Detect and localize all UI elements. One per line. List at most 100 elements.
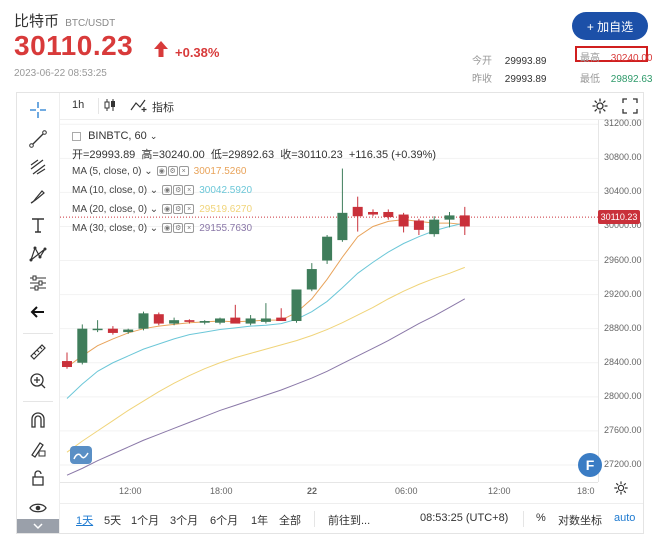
asset-pair: BTC/USDT (65, 18, 116, 29)
tradingview-logo-icon[interactable] (70, 446, 92, 464)
trendline-icon[interactable] (27, 128, 49, 150)
settings-icon[interactable]: ⚙ (173, 185, 184, 196)
lock-icon[interactable] (27, 467, 49, 489)
zoom-in-icon[interactable] (27, 370, 49, 392)
ruler-icon[interactable] (27, 341, 49, 363)
ma-legend-row[interactable]: MA (30, close, 0) ⌄ ◉ ⚙ × 29155.7630 (72, 223, 252, 234)
pattern-icon[interactable] (27, 243, 49, 265)
candle[interactable] (322, 234, 333, 264)
magnet-icon[interactable] (27, 409, 49, 431)
candle[interactable] (62, 352, 72, 369)
candle[interactable] (429, 216, 440, 237)
y-tick-label: 30800.00 (604, 152, 642, 163)
x-tick-label: 06:00 (395, 486, 418, 496)
log-scale-toggle[interactable]: 对数坐标 (558, 515, 602, 527)
stat-high-value: 30240.00 (610, 53, 653, 64)
candle[interactable] (92, 320, 103, 333)
ma-controls: ◉ ⚙ × (162, 185, 195, 196)
ma-controls: ◉ ⚙ × (162, 204, 195, 215)
chevron-down-icon[interactable]: ⌄ (141, 166, 153, 177)
settings-icon[interactable]: ⚙ (173, 204, 184, 215)
add-watchlist-button[interactable]: + 加自选 (572, 12, 648, 40)
legend-symbol: BINBTC, 60 (88, 130, 147, 142)
candle[interactable] (352, 196, 363, 232)
axis-settings-gear-icon[interactable] (613, 480, 629, 501)
candle[interactable] (169, 317, 180, 326)
candle[interactable] (398, 212, 409, 233)
candle-type-icon[interactable] (102, 97, 118, 118)
auto-scale-toggle[interactable]: auto (614, 512, 636, 524)
candle[interactable] (123, 328, 134, 334)
settings-icon[interactable]: ⚙ (173, 223, 184, 234)
close-icon[interactable]: × (178, 166, 189, 177)
settings-gear-icon[interactable] (591, 97, 609, 120)
range-6m[interactable]: 6个月 (210, 515, 239, 527)
chevron-down-icon[interactable]: ⌄ (147, 204, 159, 215)
fullscreen-icon[interactable] (621, 97, 639, 120)
ma-value: 30042.5920 (199, 185, 253, 196)
range-1m[interactable]: 1个月 (131, 515, 160, 527)
eye-icon[interactable]: ◉ (156, 166, 167, 177)
candle[interactable] (138, 311, 149, 331)
lock-drawing-icon[interactable] (27, 438, 49, 460)
candle[interactable] (337, 168, 348, 242)
close-icon[interactable]: × (184, 223, 195, 234)
candle[interactable] (413, 218, 424, 235)
candle[interactable] (368, 209, 378, 217)
ma-controls: ◉ ⚙ × (162, 223, 195, 234)
chevron-down-icon[interactable]: ⌄ (149, 131, 158, 141)
stat-high-label: 最高 (580, 53, 600, 64)
ma-legend-row[interactable]: MA (5, close, 0) ⌄ ◉ ⚙ × 30017.5260 (72, 166, 246, 177)
eye-icon[interactable]: ◉ (162, 223, 173, 234)
indicator-icon[interactable] (130, 97, 148, 118)
ma-legend-row[interactable]: MA (20, close, 0) ⌄ ◉ ⚙ × 29519.6270 (72, 204, 252, 215)
text-icon[interactable] (27, 214, 49, 236)
crosshair-icon[interactable] (27, 99, 49, 121)
back-arrow-icon[interactable] (27, 301, 49, 323)
candle-body (184, 320, 195, 322)
percent-toggle[interactable]: % (536, 512, 546, 524)
candle[interactable] (383, 209, 394, 220)
range-1y[interactable]: 1年 (251, 515, 269, 527)
close-icon[interactable]: × (184, 204, 195, 215)
pitchfork-icon[interactable] (27, 156, 49, 178)
prediction-icon[interactable] (27, 272, 49, 294)
close-icon[interactable]: × (184, 185, 195, 196)
candle[interactable] (291, 289, 302, 323)
candle[interactable] (107, 326, 118, 335)
y-tick-label: 27600.00 (604, 424, 642, 435)
candle[interactable] (153, 312, 164, 326)
chart-container (16, 92, 644, 534)
toolbar-collapse-button[interactable] (17, 519, 59, 533)
candle[interactable] (215, 317, 225, 325)
range-1d[interactable]: 1天 (76, 515, 94, 527)
f-logo-icon[interactable]: F (578, 453, 602, 477)
range-3m[interactable]: 3个月 (170, 515, 199, 527)
candle[interactable] (184, 319, 195, 324)
candle[interactable] (77, 324, 88, 365)
goto-date-button[interactable]: 前往到... (328, 515, 371, 527)
ma-legend-row[interactable]: MA (10, close, 0) ⌄ ◉ ⚙ × 30042.5920 (72, 185, 252, 196)
candle[interactable] (199, 320, 210, 325)
chevron-down-icon[interactable]: ⌄ (147, 185, 159, 196)
candle[interactable] (230, 304, 241, 324)
candle[interactable] (245, 315, 256, 326)
candle[interactable] (459, 206, 470, 235)
eye-icon[interactable]: ◉ (162, 204, 173, 215)
stat-prev-close-label: 昨收 (472, 74, 492, 85)
indicators-button[interactable]: 指标 (152, 102, 174, 114)
eye-icon[interactable]: ◉ (162, 185, 173, 196)
candlestick-plot[interactable] (60, 120, 598, 482)
range-5d[interactable]: 5天 (104, 515, 122, 527)
candle[interactable] (306, 263, 317, 292)
collapse-legend-icon[interactable] (72, 131, 81, 141)
chevron-down-icon[interactable]: ⌄ (147, 223, 159, 234)
settings-icon[interactable]: ⚙ (167, 166, 178, 177)
range-all[interactable]: 全部 (279, 515, 301, 527)
interval-selector[interactable]: 1h (72, 99, 85, 111)
candle[interactable] (276, 308, 287, 322)
candle[interactable] (444, 211, 455, 228)
candle[interactable] (260, 303, 271, 324)
eye-icon[interactable] (27, 497, 49, 519)
brush-icon[interactable] (27, 185, 49, 207)
